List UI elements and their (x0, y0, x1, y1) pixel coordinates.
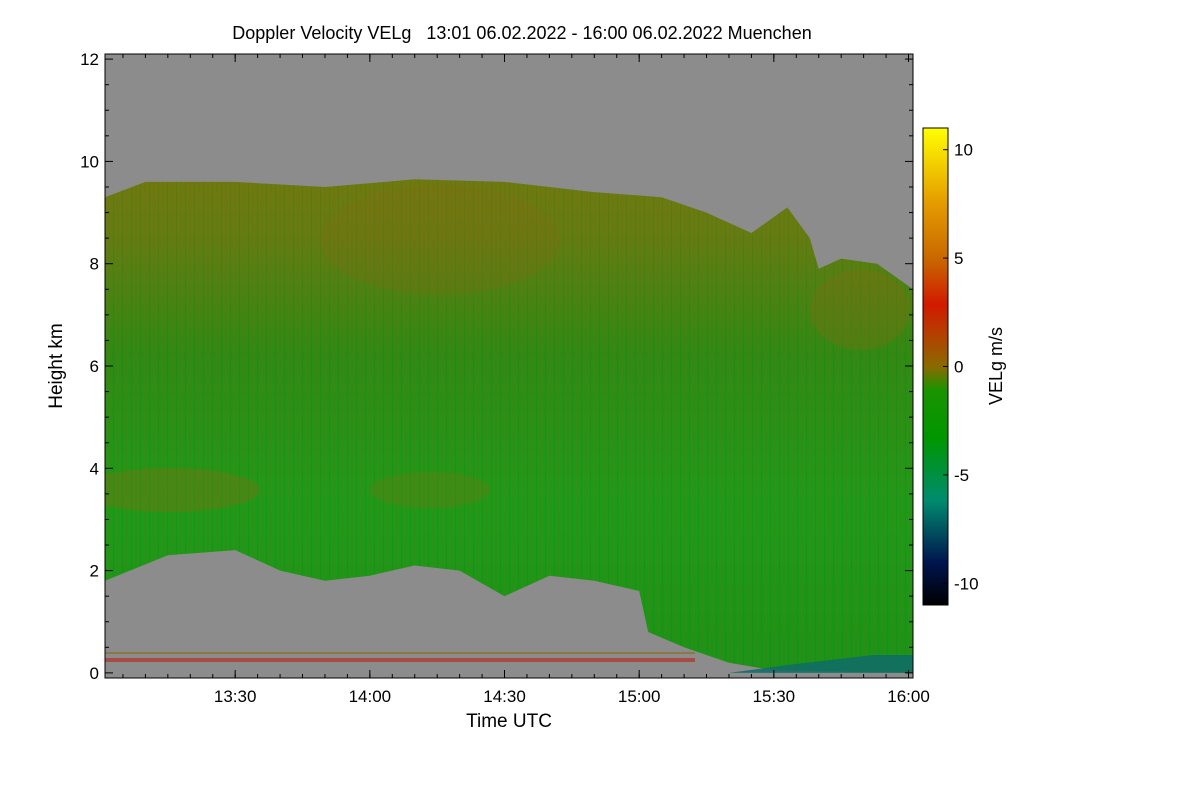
y-tick-label: 2 (90, 562, 99, 581)
y-tick-label: 10 (80, 152, 99, 171)
ground-clutter-line-2 (105, 652, 695, 654)
plot-area (105, 54, 913, 678)
y-tick-label: 8 (90, 255, 99, 274)
x-tick-label: 13:30 (214, 687, 257, 706)
x-tick-label: 15:00 (618, 687, 661, 706)
brown-patch-top (320, 185, 560, 295)
y-axis: 0 2 4 6 8 10 12 (80, 50, 913, 683)
colorbar-label: VELg m/s (986, 327, 1006, 405)
x-axis: 13:30 14:00 14:30 15:00 15:30 16:00 (122, 54, 930, 706)
colorbar-tick-label: -5 (954, 466, 969, 485)
cloud-streaks (105, 179, 913, 673)
colorbar-tick-label: 10 (954, 141, 973, 160)
brown-patch-right (810, 270, 910, 350)
near-ground-precip-region (728, 654, 913, 673)
x-tick-label: 16:00 (887, 687, 930, 706)
x-tick-label: 15:30 (753, 687, 796, 706)
brown-patch-mid (370, 472, 490, 508)
x-axis-label: Time UTC (466, 711, 552, 732)
colorbar-tick-label: 5 (954, 249, 963, 268)
x-tick-label: 14:00 (349, 687, 392, 706)
brown-patch-lower (105, 468, 260, 512)
ground-clutter-line (105, 658, 695, 662)
colorbar-ticks: 10 5 0 -5 -10 (943, 141, 979, 593)
y-tick-label: 4 (90, 459, 99, 478)
y-tick-label: 12 (80, 50, 99, 69)
y-tick-label: 6 (90, 357, 99, 376)
colorbar-tick-label: -10 (954, 574, 979, 593)
colorbar-tick-label: 0 (954, 358, 963, 377)
x-tick-label: 14:30 (483, 687, 526, 706)
y-tick-label: 0 (90, 664, 99, 683)
chart-title: Doppler Velocity VELg 13:01 06.02.2022 -… (232, 23, 811, 43)
y-axis-label: Height km (46, 323, 67, 409)
